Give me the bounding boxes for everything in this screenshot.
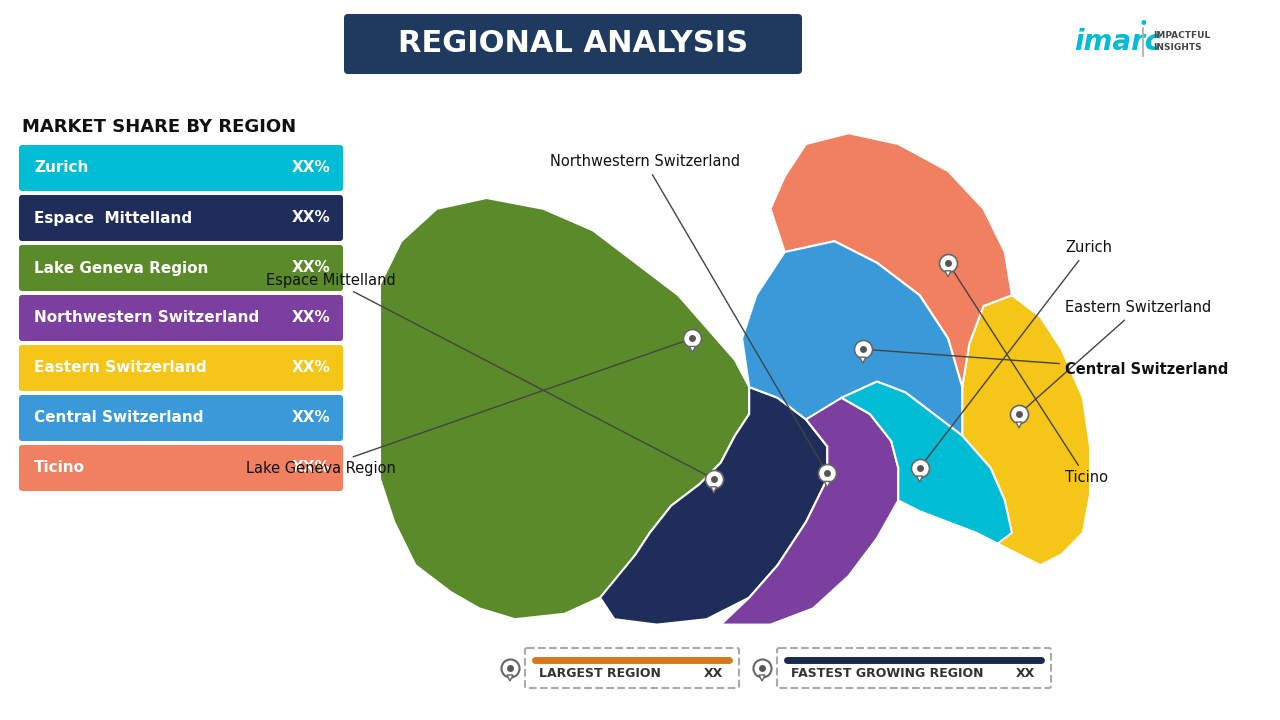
- Polygon shape: [1016, 422, 1021, 428]
- Text: INSIGHTS: INSIGHTS: [1153, 43, 1202, 53]
- Text: MARKET SHARE BY REGION: MARKET SHARE BY REGION: [22, 118, 296, 136]
- FancyBboxPatch shape: [19, 295, 343, 341]
- FancyBboxPatch shape: [19, 395, 343, 441]
- Text: imarc: imarc: [1074, 28, 1162, 56]
- Polygon shape: [759, 675, 765, 681]
- FancyBboxPatch shape: [344, 14, 803, 74]
- FancyBboxPatch shape: [19, 145, 343, 191]
- Text: XX%: XX%: [292, 461, 330, 475]
- FancyBboxPatch shape: [19, 195, 343, 241]
- Text: Lake Geneva Region: Lake Geneva Region: [35, 261, 209, 276]
- Polygon shape: [721, 397, 899, 625]
- Text: Espace Mittelland: Espace Mittelland: [266, 272, 712, 477]
- FancyBboxPatch shape: [19, 445, 343, 491]
- Text: •: •: [1138, 15, 1148, 33]
- Polygon shape: [945, 271, 951, 276]
- Polygon shape: [507, 675, 513, 681]
- Polygon shape: [963, 295, 1091, 565]
- Text: IMPACTFUL: IMPACTFUL: [1153, 32, 1211, 40]
- Text: Zurich: Zurich: [922, 240, 1112, 466]
- Text: Ticino: Ticino: [950, 265, 1108, 485]
- Text: XX%: XX%: [292, 310, 330, 325]
- Text: REGIONAL ANALYSIS: REGIONAL ANALYSIS: [398, 30, 748, 58]
- Text: Zurich: Zurich: [35, 161, 88, 176]
- Polygon shape: [771, 133, 1012, 387]
- Polygon shape: [841, 382, 1012, 544]
- Text: FASTEST GROWING REGION: FASTEST GROWING REGION: [791, 667, 983, 680]
- Polygon shape: [710, 487, 717, 492]
- Text: Ticino: Ticino: [35, 461, 84, 475]
- Text: Northwestern Switzerland: Northwestern Switzerland: [35, 310, 260, 325]
- Text: XX: XX: [704, 667, 723, 680]
- Text: Central Switzerland: Central Switzerland: [865, 349, 1229, 377]
- Text: Central Switzerland: Central Switzerland: [35, 410, 204, 426]
- Polygon shape: [860, 357, 865, 363]
- Text: XX%: XX%: [292, 261, 330, 276]
- Text: Espace  Mittelland: Espace Mittelland: [35, 210, 192, 225]
- Polygon shape: [600, 387, 827, 625]
- FancyBboxPatch shape: [19, 345, 343, 391]
- Text: Eastern Switzerland: Eastern Switzerland: [35, 361, 206, 376]
- Text: Eastern Switzerland: Eastern Switzerland: [1021, 300, 1211, 412]
- Polygon shape: [742, 241, 963, 446]
- Text: XX%: XX%: [292, 161, 330, 176]
- Text: XX%: XX%: [292, 410, 330, 426]
- Text: LARGEST REGION: LARGEST REGION: [539, 667, 660, 680]
- Text: XX%: XX%: [292, 210, 330, 225]
- Text: XX%: XX%: [292, 361, 330, 376]
- Polygon shape: [380, 198, 749, 619]
- Polygon shape: [916, 476, 923, 482]
- FancyBboxPatch shape: [19, 245, 343, 291]
- Text: Northwestern Switzerland: Northwestern Switzerland: [550, 155, 826, 471]
- Polygon shape: [690, 346, 695, 352]
- Text: XX: XX: [1016, 667, 1036, 680]
- Polygon shape: [824, 482, 831, 487]
- Text: Lake Geneva Region: Lake Geneva Region: [246, 339, 690, 475]
